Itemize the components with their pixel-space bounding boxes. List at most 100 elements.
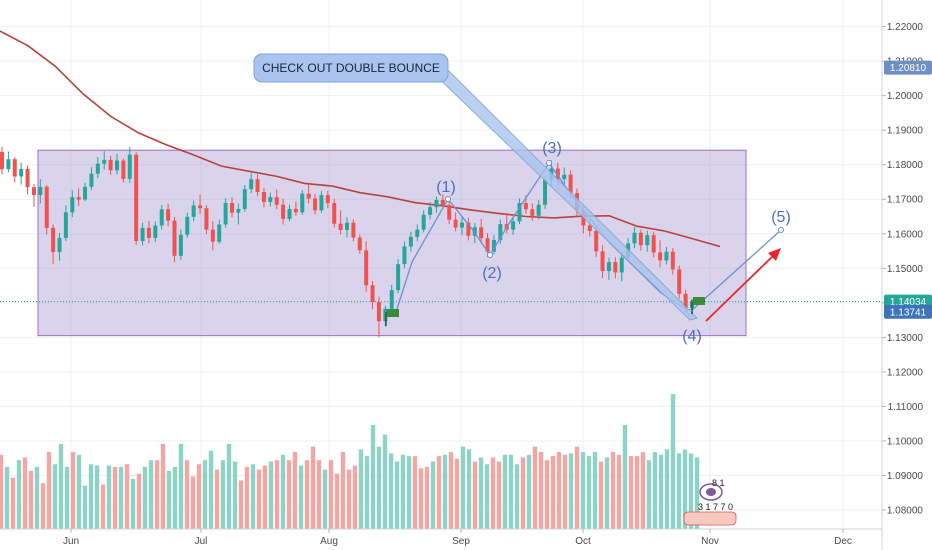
candle-body	[332, 203, 337, 224]
candle-body	[76, 197, 81, 200]
candle-body	[472, 227, 477, 236]
candle-body	[242, 189, 247, 209]
volume-bar	[556, 452, 562, 529]
wave-point-3[interactable]	[546, 160, 552, 166]
drawing-tools[interactable]	[385, 69, 784, 326]
x-tick-label: Aug	[320, 536, 338, 547]
volume-bar	[16, 460, 22, 529]
candle-body	[172, 220, 177, 256]
volume-bar	[70, 452, 76, 529]
trend-arrow[interactable]	[705, 254, 775, 322]
volume-bar	[526, 454, 532, 529]
candle-body	[223, 203, 228, 225]
volume-bar	[532, 446, 538, 529]
price-tag-label: 1.14034	[890, 297, 927, 308]
wave-5-projection[interactable]	[689, 229, 782, 313]
volume-bar	[376, 446, 382, 529]
volume-bar	[418, 468, 424, 529]
candle-body	[185, 216, 190, 235]
candle-body	[210, 229, 215, 242]
volume-bar	[214, 469, 220, 529]
candle-body	[198, 205, 203, 209]
volume-bar	[664, 449, 670, 529]
volume-bar	[292, 452, 298, 529]
wave-point-5[interactable]	[778, 227, 784, 233]
volume-bar	[124, 464, 130, 529]
y-tick-label: 1.11000	[888, 402, 924, 413]
volume-bar	[430, 461, 436, 529]
callout[interactable]: CHECK OUT DOUBLE BOUNCE	[253, 53, 449, 83]
volume-bar	[154, 460, 160, 529]
candle-body	[606, 262, 611, 272]
volume-bar	[340, 452, 346, 529]
volume-bar	[544, 460, 550, 529]
volume-bar	[304, 460, 310, 529]
candle-body	[517, 203, 522, 222]
volume-bar	[46, 452, 52, 529]
wave-label-2: (2)	[482, 265, 502, 282]
volume-bar	[538, 452, 544, 529]
volume-bar	[604, 457, 610, 529]
volume-bar	[82, 485, 88, 529]
candle-body	[466, 222, 471, 236]
volume-bar	[244, 466, 250, 529]
volume-bar	[208, 450, 214, 529]
volume-bar	[460, 446, 466, 529]
volume-bar	[166, 470, 172, 529]
volume-bar	[112, 466, 118, 529]
candle-body	[51, 227, 56, 253]
volume-bar	[562, 454, 568, 529]
volume-bar	[670, 394, 676, 529]
candle-body	[402, 246, 407, 265]
volume-bar	[34, 466, 40, 529]
volume-bar	[568, 453, 574, 529]
candle-body	[134, 154, 139, 242]
volume-bar	[688, 453, 694, 529]
candle-body	[613, 262, 618, 273]
candle-body	[255, 179, 260, 192]
candle-body	[325, 195, 330, 204]
candle-body	[479, 227, 484, 239]
callout-text: CHECK OUT DOUBLE BOUNCE	[262, 61, 440, 75]
candle-body	[523, 203, 528, 210]
y-tick-label: 1.15000	[887, 264, 924, 275]
candle-body	[89, 173, 94, 187]
volume-bar	[520, 457, 526, 529]
volume-bar	[274, 460, 280, 529]
volume-bar	[94, 465, 100, 529]
volume-bar	[52, 464, 58, 529]
moving-average-line	[0, 30, 721, 248]
candle-body	[140, 227, 145, 242]
candle-body	[562, 174, 567, 180]
volume-bar	[412, 456, 418, 529]
candle-body	[408, 236, 413, 247]
volume-bar	[118, 466, 124, 529]
candle-body	[447, 205, 452, 220]
y-tick-label: 1.10000	[887, 436, 924, 447]
volume-bar	[22, 457, 28, 529]
volume-bar	[694, 457, 700, 529]
volume-bar	[232, 461, 238, 529]
volume-bar	[514, 464, 520, 529]
flag-icon[interactable]	[385, 309, 399, 326]
candle-body	[300, 193, 305, 213]
wave-point-1[interactable]	[445, 196, 451, 202]
volume-bar	[100, 484, 106, 529]
wave-point-2[interactable]	[487, 252, 493, 258]
candle-body	[306, 193, 311, 199]
x-tick-label: Nov	[701, 536, 719, 547]
candle-body	[63, 212, 68, 238]
candle-body	[95, 163, 100, 174]
y-tick-label: 1.12000	[887, 367, 924, 378]
y-tick-label: 1.22000	[887, 22, 924, 33]
time-axis[interactable]: Jun Jul Aug Sep Oct Nov Dec	[63, 529, 852, 547]
flag-icon[interactable]	[691, 297, 705, 314]
candle-body	[376, 302, 381, 322]
wave-label-3: (3)	[542, 140, 562, 157]
price-tag-label: 1.20810	[890, 63, 927, 74]
volume-bar	[172, 466, 178, 529]
volume-bar	[280, 454, 286, 529]
price-axis[interactable]: 1.220001.210001.200001.190001.180001.170…	[882, 22, 924, 517]
x-tick-label: Oct	[575, 536, 591, 547]
